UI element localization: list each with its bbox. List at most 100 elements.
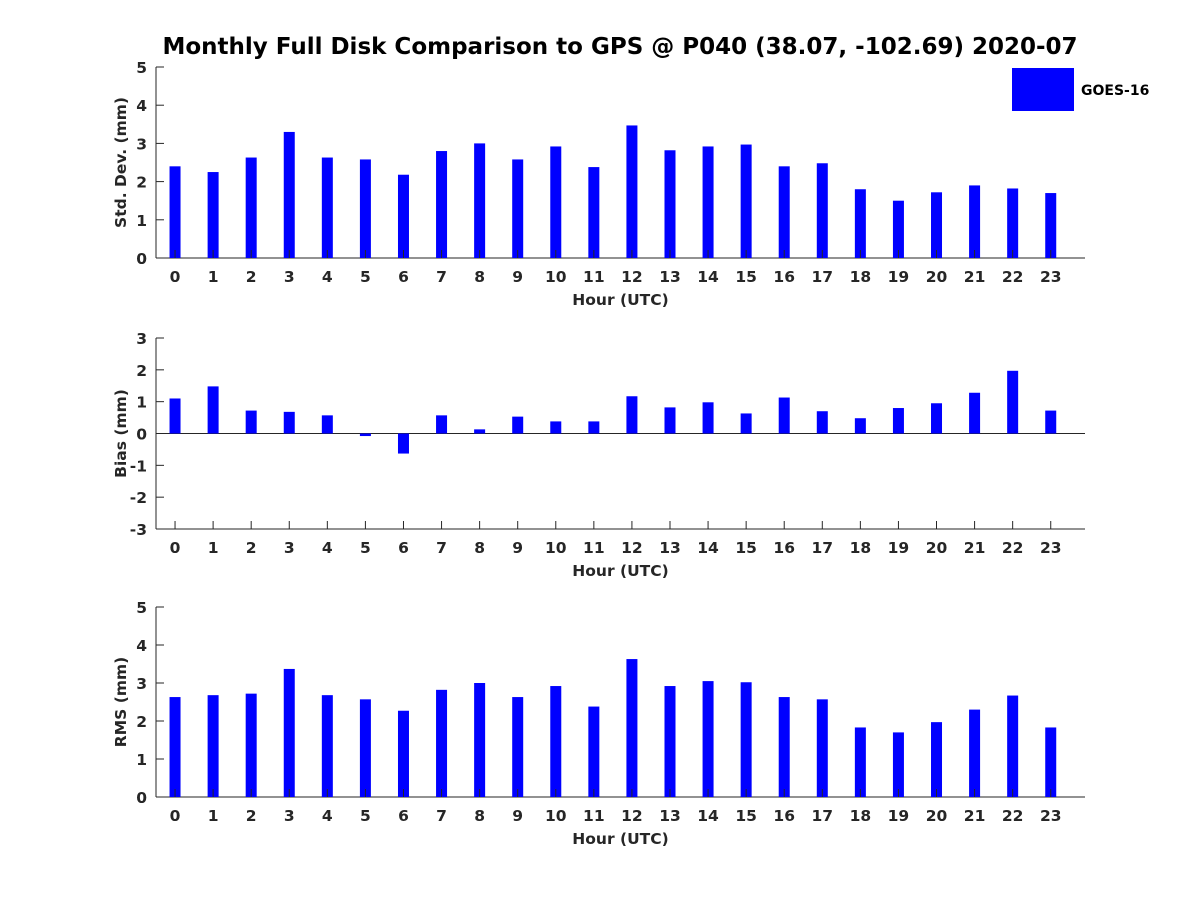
std-dev-bar-8 bbox=[474, 143, 486, 258]
std-dev-x-tick-label: 23 bbox=[1040, 268, 1062, 286]
bias-bar-17 bbox=[816, 411, 828, 434]
bias-bar-10 bbox=[550, 421, 562, 434]
rms-bar-9 bbox=[512, 697, 524, 797]
std-dev-x-tick-label: 3 bbox=[284, 268, 295, 286]
std-dev-bar-7 bbox=[436, 151, 448, 258]
bias-x-tick-label: 13 bbox=[659, 539, 681, 557]
rms-y-tick-label: 0 bbox=[136, 789, 147, 807]
rms-bar-22 bbox=[1007, 695, 1019, 797]
bias-y-tick-label: 2 bbox=[136, 362, 147, 380]
rms-x-tick-label: 20 bbox=[926, 807, 948, 825]
std-dev-y-tick-label: 1 bbox=[136, 212, 147, 230]
std-dev-x-tick-label: 4 bbox=[322, 268, 333, 286]
rms-x-tick-label: 19 bbox=[888, 807, 910, 825]
bias-bar-15 bbox=[740, 413, 752, 434]
std-dev-x-tick-label: 6 bbox=[398, 268, 409, 286]
std-dev-bar-9 bbox=[512, 159, 524, 258]
rms-x-tick-label: 21 bbox=[964, 807, 986, 825]
bias-bar-9 bbox=[512, 416, 524, 434]
rms-x-tick-label: 6 bbox=[398, 807, 409, 825]
rms-bar-11 bbox=[588, 706, 600, 797]
bias-x-tick-label: 17 bbox=[812, 539, 834, 557]
bias-x-tick-label: 1 bbox=[208, 539, 219, 557]
std-dev-bar-22 bbox=[1007, 188, 1019, 258]
std-dev-x-tick-label: 7 bbox=[436, 268, 447, 286]
bias-bar-5 bbox=[359, 433, 371, 437]
legend-swatch bbox=[1012, 68, 1074, 111]
bias-y-tick-label: 3 bbox=[136, 330, 147, 348]
bias-y-tick-label: 0 bbox=[136, 426, 147, 444]
std-dev-bar-18 bbox=[854, 189, 866, 258]
rms-bar-20 bbox=[931, 722, 943, 797]
bias-bar-8 bbox=[474, 429, 486, 434]
rms-bar-2 bbox=[245, 693, 257, 797]
std-dev-y-tick-label: 0 bbox=[136, 250, 147, 268]
std-dev-x-tick-label: 15 bbox=[735, 268, 757, 286]
rms-x-tick-label: 7 bbox=[436, 807, 447, 825]
rms-x-tick-label: 8 bbox=[474, 807, 485, 825]
rms-bar-12 bbox=[626, 659, 638, 797]
bias-bar-21 bbox=[969, 392, 981, 434]
std-dev-bar-4 bbox=[321, 157, 333, 258]
std-dev-x-tick-label: 12 bbox=[621, 268, 643, 286]
std-dev-bar-11 bbox=[588, 167, 600, 258]
std-dev-bar-5 bbox=[359, 159, 371, 258]
bias-x-tick-label: 10 bbox=[545, 539, 567, 557]
rms-y-axis-label: RMS (mm) bbox=[112, 657, 130, 747]
rms-bar-13 bbox=[664, 686, 676, 797]
bias-bar-11 bbox=[588, 421, 600, 434]
rms-x-tick-label: 14 bbox=[697, 807, 719, 825]
rms-x-tick-label: 22 bbox=[1002, 807, 1024, 825]
bias-x-tick-label: 6 bbox=[398, 539, 409, 557]
rms-x-tick-label: 10 bbox=[545, 807, 567, 825]
std-dev-bar-20 bbox=[931, 192, 943, 258]
std-dev-x-tick-label: 9 bbox=[512, 268, 523, 286]
std-dev-x-tick-label: 8 bbox=[474, 268, 485, 286]
std-dev-x-axis-label: Hour (UTC) bbox=[572, 291, 668, 309]
rms-x-tick-label: 18 bbox=[850, 807, 872, 825]
bias-x-tick-label: 8 bbox=[474, 539, 485, 557]
bias-bar-18 bbox=[854, 418, 866, 434]
std-dev-bar-3 bbox=[283, 131, 295, 258]
figure-title: Monthly Full Disk Comparison to GPS @ P0… bbox=[162, 34, 1077, 60]
rms-bar-7 bbox=[436, 689, 448, 797]
std-dev-y-tick-label: 2 bbox=[136, 174, 147, 192]
rms-bar-1 bbox=[207, 695, 219, 797]
rms-bar-15 bbox=[740, 682, 752, 797]
rms-x-tick-label: 0 bbox=[170, 807, 181, 825]
rms-bar-8 bbox=[474, 683, 486, 797]
bias-y-tick-label: 1 bbox=[136, 394, 147, 412]
rms-x-tick-label: 4 bbox=[322, 807, 333, 825]
std-dev-bar-13 bbox=[664, 150, 676, 258]
rms-y-tick-label: 2 bbox=[136, 713, 147, 731]
std-dev-x-tick-label: 10 bbox=[545, 268, 567, 286]
std-dev-y-tick-label: 4 bbox=[136, 97, 147, 115]
std-dev-x-tick-label: 20 bbox=[926, 268, 948, 286]
bias-x-tick-label: 0 bbox=[170, 539, 181, 557]
std-dev-y-axis-label: Std. Dev. (mm) bbox=[112, 97, 130, 228]
rms-x-tick-label: 2 bbox=[246, 807, 257, 825]
bias-bar-23 bbox=[1045, 410, 1057, 434]
std-dev-y-tick-label: 5 bbox=[136, 59, 147, 77]
std-dev-x-tick-label: 0 bbox=[170, 268, 181, 286]
rms-x-tick-label: 13 bbox=[659, 807, 681, 825]
rms-bar-4 bbox=[321, 695, 333, 797]
bias-y-tick-label: -3 bbox=[130, 521, 147, 539]
rms-x-axis-label: Hour (UTC) bbox=[572, 830, 668, 848]
bias-x-axis-label: Hour (UTC) bbox=[572, 562, 668, 580]
rms-x-tick-label: 16 bbox=[773, 807, 795, 825]
rms-bar-6 bbox=[397, 710, 409, 797]
rms-x-tick-label: 23 bbox=[1040, 807, 1062, 825]
bias-x-tick-label: 16 bbox=[773, 539, 795, 557]
rms-x-tick-label: 11 bbox=[583, 807, 605, 825]
bias-bar-2 bbox=[245, 410, 257, 434]
std-dev-bar-6 bbox=[397, 174, 409, 258]
bias-bar-16 bbox=[778, 397, 790, 434]
std-dev-x-tick-label: 16 bbox=[773, 268, 795, 286]
rms-x-tick-label: 9 bbox=[512, 807, 523, 825]
